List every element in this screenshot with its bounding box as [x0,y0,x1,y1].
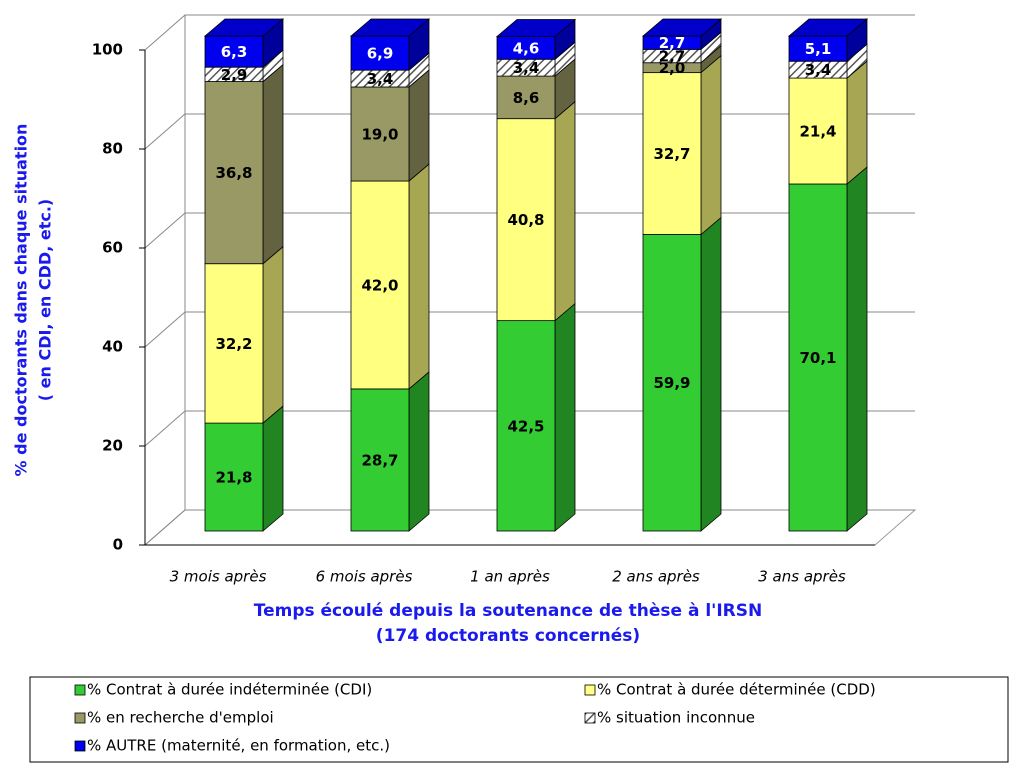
value-label: 2,0 [659,59,686,77]
value-label: 2,9 [221,66,248,84]
bar-top [203,18,285,37]
bar-segment [788,183,848,532]
legend-swatch [74,740,86,752]
value-label: 4,6 [513,39,540,57]
bar-side [846,60,868,185]
y-tick-label: 60 [102,239,123,257]
legend-label: % en recherche d'emploi [87,709,274,727]
value-label: 3,4 [805,61,832,79]
value-label: 8,6 [513,89,540,107]
x-tick-label: 6 mois après [316,568,413,586]
bar-side [554,302,576,532]
bar-segment [496,320,556,532]
legend-swatch [584,712,596,724]
value-label: 2,7 [659,34,686,52]
y-tick-label: 40 [102,338,123,356]
value-label: 70,1 [799,349,836,367]
bar-side [554,100,576,322]
bar-side [262,63,284,265]
value-label: 42,0 [361,276,398,294]
legend-label: % Contrat à durée déterminée (CDD) [597,681,876,699]
value-label: 6,9 [367,45,394,63]
bar-top [641,18,723,37]
bar-top [495,19,577,37]
x-tick-label: 2 ans après [612,568,700,586]
bar-segment [788,35,848,62]
value-label: 3,4 [513,59,540,77]
y-axis-title: % de doctorants dans chaque situation [12,124,31,477]
x-axis-title: (174 doctorants concernés) [376,626,640,646]
value-label: 32,2 [215,335,252,353]
legend-label: % AUTRE (maternité, en formation, etc.) [87,737,390,755]
bar-side [262,405,284,532]
bar-segment [642,234,702,532]
bar-side [408,371,430,532]
value-label: 21,8 [215,469,252,487]
bar-top [787,18,869,37]
value-label: 36,8 [215,164,252,182]
x-axis-title: Temps écoulé depuis la soutenance de thè… [254,601,763,621]
value-label: 5,1 [805,40,832,58]
bar-segment [204,263,264,424]
legend-box [29,676,1009,763]
bar-segment [350,388,410,532]
value-label: 59,9 [653,374,690,392]
value-label: 6,3 [221,43,248,61]
x-tick-label: 1 an après [470,568,550,586]
bar-segment [350,180,410,390]
value-label: 32,7 [653,145,690,163]
legend-swatch [74,712,86,724]
bar-side [262,245,284,424]
bar-segment [204,35,264,68]
bar-side [846,166,868,532]
bar-segment [496,118,556,322]
bar-segment [496,75,556,120]
value-label: 3,4 [367,70,394,88]
bar-side [408,163,430,390]
value-label: 28,7 [361,451,398,469]
x-tick-label: 3 ans après [758,568,846,586]
value-label: 2,7 [659,48,686,66]
value-label: 21,4 [799,123,836,141]
bar-segment [350,35,410,71]
bar-side [700,216,722,532]
value-label: 40,8 [507,211,544,229]
bar-segment [204,81,264,265]
legend-label: % situation inconnue [597,709,755,727]
bar-side [700,54,722,236]
legend-label: % Contrat à durée indéterminée (CDI) [87,681,372,699]
x-tick-label: 3 mois après [170,568,267,586]
legend-swatch [74,684,86,696]
value-label: 19,0 [361,126,398,144]
bar-top [349,18,431,37]
bar-segment [350,86,410,182]
y-axis-title: ( en CDI, en CDD, etc.) [36,199,55,401]
value-label: 42,5 [507,417,544,435]
y-tick-label: 80 [102,140,123,158]
legend-swatch [584,684,596,696]
y-tick-label: 100 [92,41,123,59]
y-tick-label: 20 [102,437,123,455]
y-tick-label: 0 [113,536,123,554]
bar-side [408,69,430,182]
bar-segment [642,72,702,235]
